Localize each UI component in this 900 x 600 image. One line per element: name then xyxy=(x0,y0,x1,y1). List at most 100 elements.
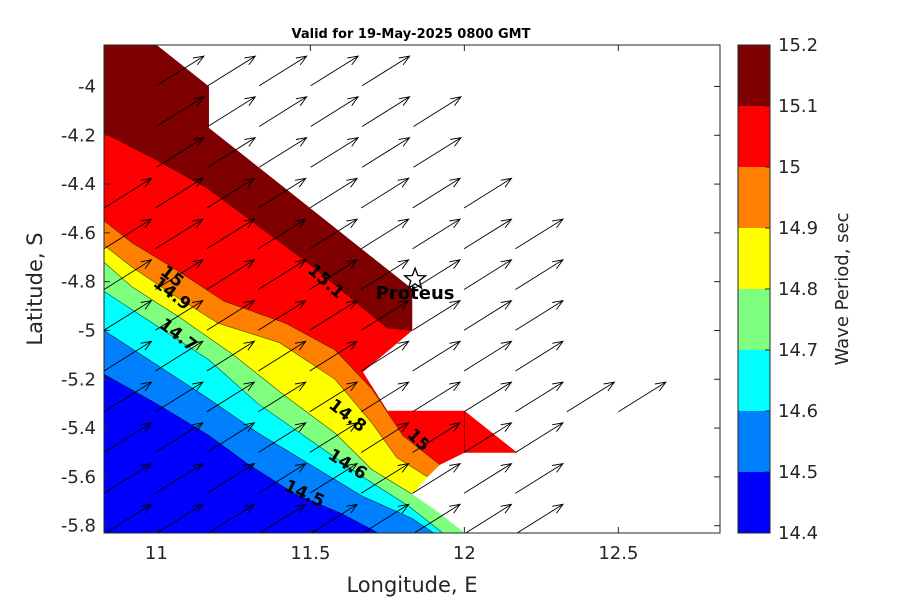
colorbar-tick-label: 14.8 xyxy=(778,279,818,300)
plot-frame xyxy=(103,44,721,534)
vector-arrow-12 xyxy=(258,96,308,127)
vector-arrow-96 xyxy=(156,503,204,533)
vector-arrow-37 xyxy=(463,218,513,250)
vector-arrow-33 xyxy=(258,218,307,250)
vector-arrow-24 xyxy=(206,177,256,209)
vector-arrow-90 xyxy=(309,462,359,494)
vector-arrow-23 xyxy=(155,177,204,209)
vector-arrow-49 xyxy=(155,299,204,331)
colorbar-tick-label: 15.1 xyxy=(778,96,818,117)
vector-arrow-51 xyxy=(258,299,307,331)
vector-arrow-26 xyxy=(309,177,359,209)
vector-arrow-71 xyxy=(360,381,410,413)
x-axis-label: Longitude, E xyxy=(346,573,477,597)
vector-arrow-82 xyxy=(360,422,410,453)
vector-arrow-100 xyxy=(361,503,410,533)
vector-arrow-42 xyxy=(258,259,307,290)
vector-arrow-9 xyxy=(361,55,411,87)
vector-arrow-103 xyxy=(516,503,565,533)
vector-arrow-83 xyxy=(412,422,462,453)
vector-arrow-30 xyxy=(104,218,153,250)
x-tick-label: 12 xyxy=(453,543,476,564)
vector-arrow-62 xyxy=(360,340,410,372)
vector-arrow-63 xyxy=(412,340,462,372)
vector-arrow-72 xyxy=(412,381,462,413)
vector-arrow-81 xyxy=(309,422,359,453)
contour-line-1 xyxy=(104,220,440,465)
vector-arrow-40 xyxy=(155,259,204,290)
y-axis-label: Latitude, S xyxy=(23,232,47,345)
y-tick-label: -5.6 xyxy=(61,467,96,488)
vector-arrow-48 xyxy=(104,299,153,331)
vector-arrow-98 xyxy=(259,503,307,533)
vector-arrow-101 xyxy=(413,503,462,533)
vector-arrow-0 xyxy=(156,45,158,46)
x-tick-label: 11.5 xyxy=(290,543,330,564)
vector-arrow-68 xyxy=(206,381,256,413)
vector-arrow-94 xyxy=(515,462,565,494)
vector-arrow-61 xyxy=(309,340,359,372)
vector-arrow-32 xyxy=(206,218,256,250)
contour-line-0 xyxy=(104,132,413,331)
vector-arrow-92 xyxy=(412,462,462,494)
y-tick-label: -4 xyxy=(78,76,96,97)
wave-direction-vectors xyxy=(104,45,667,533)
station-star-icon xyxy=(402,266,428,290)
vector-arrow-13 xyxy=(310,96,360,127)
vector-arrow-58 xyxy=(155,340,204,372)
vector-arrow-91 xyxy=(360,462,410,494)
vector-arrow-64 xyxy=(463,340,513,372)
vector-arrow-57 xyxy=(104,340,153,372)
vector-arrow-93 xyxy=(463,462,513,494)
colorbar: 14.4 14.5 14.6 14.7 14.8 14.9 15 15.1 15.2 xyxy=(737,35,818,544)
vector-arrow-79 xyxy=(206,422,256,453)
vector-arrow-86 xyxy=(104,462,153,494)
colorbar-swatch-4 xyxy=(738,228,770,289)
vector-arrow-15 xyxy=(413,96,463,127)
colorbar-swatch-5 xyxy=(738,167,770,228)
vector-arrow-34 xyxy=(309,218,359,250)
vector-arrow-95 xyxy=(104,503,153,533)
vector-arrow-27 xyxy=(360,177,410,209)
vector-arrow-22 xyxy=(104,177,153,209)
vector-arrow-29 xyxy=(463,177,513,209)
vector-arrow-84 xyxy=(463,422,513,453)
contour-line-2 xyxy=(104,244,428,478)
vector-arrow-43 xyxy=(309,259,359,290)
y-axis-ticks: -4 -4.2 -4.4 -4.6 -4.8 -5 -5.2 -5.4 -5.6 -5.8 xyxy=(61,76,720,537)
colorbar-tick-label: 15.2 xyxy=(778,35,818,56)
colorbar-swatch-2 xyxy=(738,350,770,411)
vector-arrow-52 xyxy=(309,299,359,331)
vector-arrow-46 xyxy=(463,259,513,290)
colorbar-tick-label: 15 xyxy=(778,157,801,178)
vector-arrow-14 xyxy=(361,96,411,127)
vector-arrow-60 xyxy=(258,340,307,372)
vector-arrow-78 xyxy=(155,422,204,453)
colorbar-tick-label: 14.9 xyxy=(778,218,818,239)
station-marker-group: Proteus xyxy=(376,266,454,304)
vector-arrow-53 xyxy=(360,299,410,331)
vector-arrow-20 xyxy=(361,136,411,168)
vector-arrow-31 xyxy=(155,218,204,250)
vector-arrow-69 xyxy=(258,381,307,413)
y-tick-label: -4.6 xyxy=(61,223,96,244)
vector-arrow-89 xyxy=(258,462,307,494)
vector-arrow-1 xyxy=(207,45,209,46)
colorbar-swatch-6 xyxy=(738,106,770,167)
contour-line-4 xyxy=(104,291,443,533)
colorbar-swatch-3 xyxy=(738,289,770,350)
vector-arrow-65 xyxy=(515,340,565,372)
vector-arrow-8 xyxy=(310,55,360,87)
vector-arrow-10 xyxy=(156,96,205,127)
x-tick-label: 12.5 xyxy=(598,543,638,564)
vector-arrow-88 xyxy=(206,462,256,494)
vector-arrow-59 xyxy=(206,340,256,372)
colorbar-swatch-0 xyxy=(738,472,770,533)
vector-arrow-36 xyxy=(412,218,462,250)
vector-arrow-44 xyxy=(360,259,410,290)
x-axis-ticks: 11 11.5 12 12.5 xyxy=(145,45,638,564)
y-tick-label: -5.4 xyxy=(61,418,96,439)
vector-arrow-35 xyxy=(360,218,410,250)
